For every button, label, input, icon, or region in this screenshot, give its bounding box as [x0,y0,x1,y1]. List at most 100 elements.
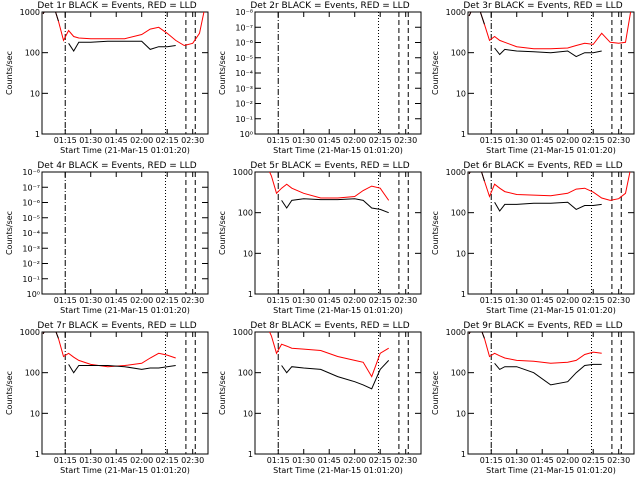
x-tick-label: 02:00 [343,136,366,145]
y-tick-label: 10⁻⁷ [22,183,40,192]
x-tick-label: 02:30 [181,136,204,145]
x-tick-label: 01:30 [292,456,315,465]
x-tick-label: 02:15 [582,456,605,465]
series-line [281,198,389,214]
y-tick-label: 100 [451,209,466,218]
x-axis-label: Start Time (21-Mar-15 01:01:20) [486,146,616,155]
y-tick-label: 10⁻³ [235,84,253,93]
y-tick-label: 10⁰ [27,290,40,299]
x-tick-label: 01:30 [292,296,315,305]
y-tick-label: 10 [243,409,253,418]
y-axis-label: Counts/sec [431,51,440,95]
y-tick-label: 10 [456,409,466,418]
plot-frame [41,171,209,295]
x-tick-label: 01:30 [79,296,102,305]
plot-frame [254,331,422,455]
x-tick-label: 01:30 [505,136,528,145]
plot-frame [254,171,422,295]
y-tick-label: 10⁻⁵ [235,54,253,63]
y-tick-label: 1 [248,290,253,299]
y-tick-label: 10⁻⁴ [235,69,253,78]
y-tick-label: 100 [238,209,253,218]
series-line [42,12,205,47]
y-tick-label: 10 [30,409,40,418]
series-line [42,332,176,374]
y-tick-label: 10⁻⁷ [235,23,253,32]
series-line [256,325,418,377]
y-tick-label: 1000 [20,8,40,17]
x-tick-label: 02:30 [394,136,417,145]
y-tick-label: 10⁻⁸ [235,8,253,17]
y-tick-label: 100 [451,49,466,58]
y-tick-label: 1 [461,290,466,299]
x-axis-label: Start Time (21-Mar-15 01:01:20) [486,466,616,475]
y-axis-label: Counts/sec [218,51,227,95]
y-axis-label: Counts/sec [5,371,14,415]
x-tick-label: 02:30 [394,296,417,305]
x-tick-label: 01:45 [105,296,128,305]
x-tick-label: 02:15 [369,456,392,465]
x-tick-label: 01:45 [318,456,341,465]
panel: Det 2r BLACK = Events, RED = LLD Counts/s… [218,1,422,155]
x-tick-label: 01:15 [54,136,77,145]
x-tick-label: 02:15 [156,296,179,305]
x-tick-label: 01:45 [105,456,128,465]
y-axis-label: Counts/sec [5,211,14,255]
y-tick-label: 1 [35,450,40,459]
x-tick-label: 01:15 [54,296,77,305]
panel: Det 3r BLACK = Events, RED = LLD Counts/s… [431,1,635,155]
plot-frame [41,11,209,135]
chart-title: Det 9r BLACK = Events, RED = LLD [463,321,622,331]
x-axis-label: Start Time (21-Mar-15 01:01:20) [486,306,616,315]
y-tick-label: 1 [461,450,466,459]
panel: Det 7r BLACK = Events, RED = LLD Counts/s… [5,321,209,475]
y-tick-label: 1 [461,130,466,139]
x-tick-label: 02:00 [556,296,579,305]
panel: Det 8r BLACK = Events, RED = LLD Counts/s… [218,321,422,475]
x-tick-label: 02:30 [607,456,630,465]
series-line [42,12,176,52]
y-tick-label: 10⁻⁵ [22,214,40,223]
series-line [468,172,602,212]
x-tick-label: 02:30 [181,456,204,465]
x-tick-label: 02:15 [369,136,392,145]
x-tick-label: 02:00 [343,456,366,465]
x-tick-label: 01:30 [292,136,315,145]
y-axis-label: Counts/sec [5,51,14,95]
y-tick-label: 1000 [446,8,466,17]
x-tick-label: 01:15 [480,296,503,305]
y-tick-label: 1000 [233,168,253,177]
series-line [281,360,390,390]
y-tick-label: 10⁻³ [22,244,40,253]
y-tick-label: 100 [238,369,253,378]
chart-title: Det 3r BLACK = Events, RED = LLD [463,1,622,11]
y-axis-label: Counts/sec [431,371,440,415]
x-tick-label: 02:15 [582,136,605,145]
x-axis-label: Start Time (21-Mar-15 01:01:20) [273,466,403,475]
x-tick-label: 01:15 [267,456,290,465]
x-tick-label: 01:15 [480,136,503,145]
plot-frame [467,331,635,455]
panel: Det 1r BLACK = Events, RED = LLD Counts/s… [5,1,209,155]
x-axis-label: Start Time (21-Mar-15 01:01:20) [273,146,403,155]
chart-title: Det 2r BLACK = Events, RED = LLD [250,1,409,11]
y-tick-label: 1000 [446,168,466,177]
y-tick-label: 100 [25,369,40,378]
x-tick-label: 01:15 [267,296,290,305]
plot-frame [254,11,422,135]
x-tick-label: 02:30 [607,136,630,145]
x-tick-label: 01:30 [505,456,528,465]
y-axis-label: Counts/sec [218,371,227,415]
x-axis-label: Start Time (21-Mar-15 01:01:20) [60,466,190,475]
series-line [468,12,602,58]
series-line [43,325,205,367]
x-tick-label: 02:00 [343,296,366,305]
panel: Det 6r BLACK = Events, RED = LLD Counts/s… [431,161,635,315]
x-axis-label: Start Time (21-Mar-15 01:01:20) [273,306,403,315]
x-tick-label: 02:30 [607,296,630,305]
y-tick-label: 10⁻⁶ [22,199,40,208]
plot-frame [41,331,209,455]
y-tick-label: 10⁻⁶ [235,39,253,48]
chart-title: Det 1r BLACK = Events, RED = LLD [37,1,196,11]
